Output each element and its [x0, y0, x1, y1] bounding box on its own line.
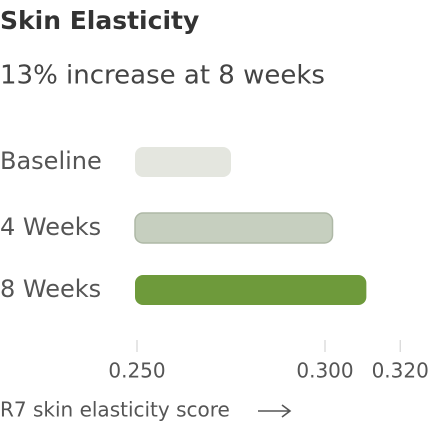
y-tick-label: 4 Weeks	[0, 213, 101, 241]
bar	[135, 275, 367, 305]
x-tick-label: 0.320	[372, 359, 429, 383]
bar	[135, 147, 231, 177]
chart-title: Skin Elasticity	[0, 6, 199, 35]
chart-subtitle: 13% increase at 8 weeks	[0, 61, 325, 91]
x-tick-label: 0.300	[296, 359, 353, 383]
axis-arrow	[258, 404, 292, 418]
x-axis-label: R7 skin elasticity score	[0, 398, 230, 422]
y-tick-label: 8 Weeks	[0, 275, 101, 303]
bar	[134, 212, 334, 244]
y-tick-label: Baseline	[0, 147, 102, 175]
x-tick-label: 0.250	[108, 359, 165, 383]
